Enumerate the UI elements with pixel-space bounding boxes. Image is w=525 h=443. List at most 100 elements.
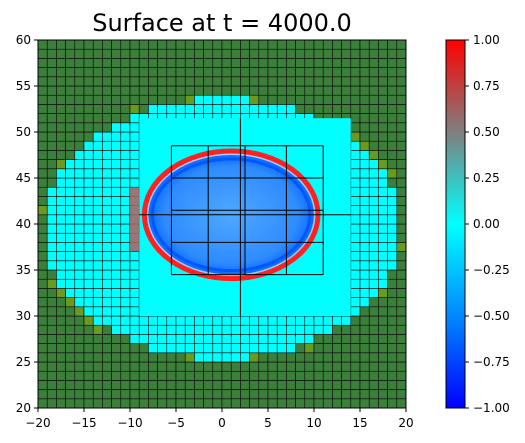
- grid-cell: [396, 260, 406, 271]
- grid-cell: [166, 94, 177, 105]
- grid-cell: [359, 324, 370, 335]
- grid-cell: [368, 223, 379, 234]
- grid-cell: [92, 269, 103, 280]
- grid-cell: [83, 315, 94, 326]
- grid-cell: [74, 48, 85, 59]
- grid-cell: [350, 196, 361, 206]
- grid-cell: [175, 398, 186, 408]
- grid-cell: [313, 40, 324, 50]
- grid-cell: [368, 370, 379, 381]
- grid-cell: [166, 334, 177, 344]
- grid-cell: [129, 380, 140, 390]
- grid-cell: [359, 232, 370, 243]
- grid-cell: [368, 380, 379, 390]
- x-tick-label: 20: [398, 416, 413, 430]
- grid-cell: [258, 76, 269, 87]
- grid-cell: [249, 48, 260, 59]
- grid-cell: [230, 343, 241, 354]
- grid-cell: [387, 85, 398, 96]
- grid-cell: [65, 306, 76, 317]
- grid-cell: [267, 315, 278, 326]
- grid-cell: [359, 177, 370, 188]
- grid-cell: [38, 186, 48, 197]
- grid-cell: [286, 334, 296, 344]
- grid-cell: [175, 343, 186, 354]
- grid-cell: [221, 361, 232, 372]
- grid-cell: [92, 205, 103, 216]
- grid-cell: [378, 352, 388, 363]
- grid-cell: [396, 232, 406, 243]
- grid-cell: [350, 343, 361, 354]
- grid-cell: [175, 352, 186, 363]
- grid-cell: [368, 140, 379, 151]
- grid-cell: [240, 76, 250, 87]
- grid-cell: [258, 67, 269, 78]
- grid-cell: [38, 67, 48, 78]
- grid-cell: [378, 297, 388, 308]
- grid-cell: [157, 76, 168, 87]
- grid-cell: [396, 58, 406, 68]
- grid-cell: [102, 370, 112, 381]
- grid-cell: [56, 104, 66, 114]
- grid-cell: [65, 131, 76, 142]
- grid-cell: [65, 361, 76, 372]
- grid-cell: [92, 113, 103, 124]
- grid-cell: [56, 380, 66, 390]
- grid-cell: [38, 223, 48, 234]
- grid-cell: [46, 48, 57, 59]
- grid-cell: [46, 76, 57, 87]
- grid-cell: [212, 361, 223, 372]
- grid-cell: [249, 58, 260, 68]
- grid-cell: [203, 334, 214, 344]
- grid-cell: [286, 343, 296, 354]
- grid-cell: [249, 389, 260, 400]
- grid-cell: [92, 361, 103, 372]
- grid-cell: [38, 389, 48, 400]
- grid-cell: [276, 85, 287, 96]
- colorbar-tick-label: −0.25: [473, 263, 510, 277]
- grid-cell: [267, 324, 278, 335]
- grid-cell: [378, 251, 388, 262]
- grid-cell: [230, 352, 241, 363]
- grid-cell: [83, 196, 94, 206]
- grid-cell: [46, 58, 57, 68]
- grid-cell: [212, 48, 223, 59]
- grid-cell: [387, 205, 398, 216]
- grid-cell: [350, 131, 361, 142]
- grid-cell: [38, 113, 48, 124]
- grid-cell: [184, 324, 195, 335]
- grid-cell: [230, 334, 241, 344]
- x-tick-label: 0: [218, 416, 226, 430]
- grid-cell: [212, 370, 223, 381]
- grid-cell: [359, 370, 370, 381]
- grid-cell: [194, 398, 204, 408]
- grid-cell: [111, 389, 122, 400]
- grid-cell: [102, 67, 112, 78]
- grid-cell: [102, 260, 112, 271]
- grid-cell: [194, 104, 204, 114]
- grid-cell: [203, 361, 214, 372]
- grid-cell: [396, 48, 406, 59]
- grid-cell: [74, 131, 85, 142]
- grid-cell: [286, 352, 296, 363]
- grid-cell: [341, 352, 352, 363]
- grid-cell: [111, 186, 122, 197]
- grid-cell: [221, 94, 232, 105]
- grid-cell: [92, 67, 103, 78]
- grid-cell: [368, 269, 379, 280]
- grid-cell: [74, 315, 85, 326]
- grid-cell: [111, 278, 122, 289]
- grid-cell: [378, 186, 388, 197]
- grid-cell: [240, 398, 250, 408]
- grid-cell: [83, 67, 94, 78]
- grid-cell: [46, 196, 57, 206]
- grid-cell: [83, 370, 94, 381]
- grid-cell: [74, 278, 85, 289]
- grid-cell: [368, 260, 379, 271]
- grid-cell: [65, 232, 76, 243]
- grid-cell: [120, 40, 131, 50]
- grid-cell: [92, 260, 103, 271]
- grid-cell: [368, 398, 379, 408]
- grid-cell: [378, 288, 388, 298]
- grid-cell: [111, 85, 122, 96]
